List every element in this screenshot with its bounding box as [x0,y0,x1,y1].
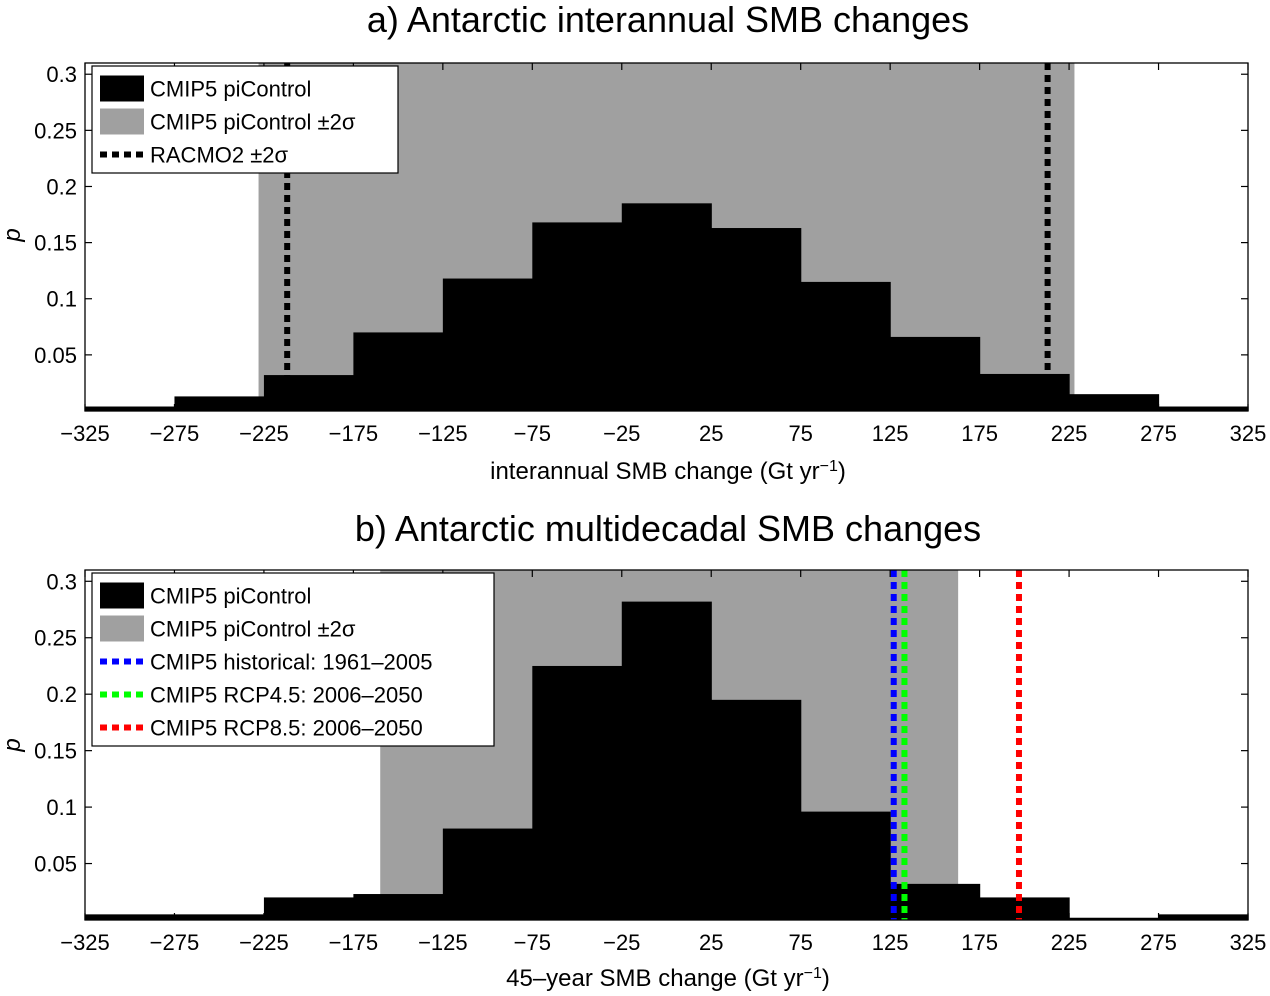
legend-label: CMIP5 piControl ±2σ [150,617,356,642]
x-tick-label: −125 [418,421,468,446]
x-tick-label: 75 [788,930,812,955]
x-tick-label: 275 [1140,930,1177,955]
histogram-bar [353,332,444,411]
panel-a: a) Antarctic interannual SMB changes −32… [0,0,1266,485]
x-tick-label: 175 [961,421,998,446]
legend-symbol [100,615,144,642]
legend-label: CMIP5 piControl [150,77,311,102]
legend-symbol [100,582,144,609]
x-tick-label: 75 [788,421,812,446]
histogram-bar [1069,917,1160,920]
histogram-bar [979,373,1070,411]
y-tick-label: 0.2 [46,682,77,707]
panel-b-bars [85,601,1249,920]
x-tick-label: −125 [418,930,468,955]
x-tick-label: −225 [239,421,289,446]
legend-label: CMIP5 piControl ±2σ [150,110,356,135]
panel-a-axes: −325 −275 −225 −175 −125 −75 −25 25 75 125 175 225 2… [34,62,1266,446]
panel-a-bars [85,203,1249,411]
panel-b-vertical-lines [890,570,1022,920]
histogram-bar [711,228,802,411]
legend-symbol [100,75,144,102]
panel-b-axes: −325 −275 −225 −175 −125 −75 −25 25 75 125 175 225 2… [34,569,1266,955]
histogram-bar [263,375,354,411]
x-tick-label: 25 [699,930,723,955]
x-tick-label: 225 [1051,421,1088,446]
panel-b: b) Antarctic multidecadal SMB changes −3… [0,508,1266,992]
y-tick-label: 0.1 [46,287,77,312]
panel-b-ylabel: p [0,738,26,752]
histogram-bar [800,811,891,920]
y-tick-label: 0.3 [46,569,77,594]
y-tick-label: 0.15 [34,231,77,256]
x-tick-label: −225 [239,930,289,955]
panel-a-vertical-lines [284,63,1051,411]
x-tick-label: −25 [603,930,640,955]
x-tick-label: 325 [1230,930,1267,955]
histogram-bar [532,222,623,411]
legend-label: CMIP5 RCP4.5: 2006–2050 [150,683,423,708]
x-tick-label: 175 [961,930,998,955]
histogram-bar [800,281,891,411]
histogram-bar [711,699,802,920]
y-tick-label: 0.25 [34,626,77,651]
x-tick-label: 125 [872,421,909,446]
legend-label: CMIP5 RCP8.5: 2006–2050 [150,716,423,741]
histogram-bar [442,828,533,920]
x-tick-label: 125 [872,930,909,955]
histogram-bar [979,897,1070,920]
legend-box [91,572,495,747]
x-tick-label: −175 [329,930,379,955]
y-tick-label: 0.2 [46,174,77,199]
x-tick-label: −75 [514,930,551,955]
legend-label: CMIP5 piControl [150,584,311,609]
axes-frame [84,569,1249,921]
y-tick-label: 0.1 [46,795,77,820]
y-tick-label: 0.15 [34,739,77,764]
y-tick-label: 0.25 [34,118,77,143]
panel-b-legend: CMIP5 piControl CMIP5 piControl ±2σ CMIP5 … [91,572,495,747]
x-tick-label: −25 [603,421,640,446]
histogram-bar [1069,394,1160,411]
x-tick-label: −75 [514,421,551,446]
panel-a-ylabel: p [0,228,26,242]
panel-b-title: b) Antarctic multidecadal SMB changes [355,508,981,549]
x-tick-label: −275 [150,421,200,446]
histogram-bar [85,406,176,411]
x-tick-label: −175 [329,421,379,446]
histogram-bar [174,914,265,920]
histogram-bar [1158,914,1249,920]
panel-a-title: a) Antarctic interannual SMB changes [367,0,969,40]
y-tick-label: 0.3 [46,62,77,87]
histogram-bar [1158,406,1249,411]
legend-label: RACMO2 ±2σ [150,143,289,168]
y-tick-label: 0.05 [34,343,77,368]
histogram-bar [85,914,176,920]
panel-a-xlabel: interannual SMB change (Gt yr−1) [490,458,846,486]
histogram-bar [890,883,981,920]
x-tick-label: 25 [699,421,723,446]
x-tick-label: −325 [60,421,110,446]
histogram-bar [621,601,712,920]
x-tick-label: −325 [60,930,110,955]
axes-frame [84,62,1249,412]
histogram-bar [442,278,533,411]
panel-a-legend: CMIP5 piControl CMIP5 piControl ±2σ RACMO2… [91,65,399,174]
panel-b-xlabel: 45–year SMB change (Gt yr−1) [506,965,830,993]
histogram-bar [621,203,712,411]
legend-symbol [100,108,144,135]
x-tick-label: −275 [150,930,200,955]
histogram-bar [890,336,981,411]
legend-label: CMIP5 historical: 1961–2005 [150,650,433,675]
histogram-bar [263,897,354,920]
histogram-bar [174,396,265,411]
x-tick-label: 225 [1051,930,1088,955]
histogram-bar [532,665,623,920]
histogram-bar [353,894,444,920]
x-tick-label: 325 [1230,421,1267,446]
x-tick-label: 275 [1140,421,1177,446]
y-tick-label: 0.05 [34,852,77,877]
